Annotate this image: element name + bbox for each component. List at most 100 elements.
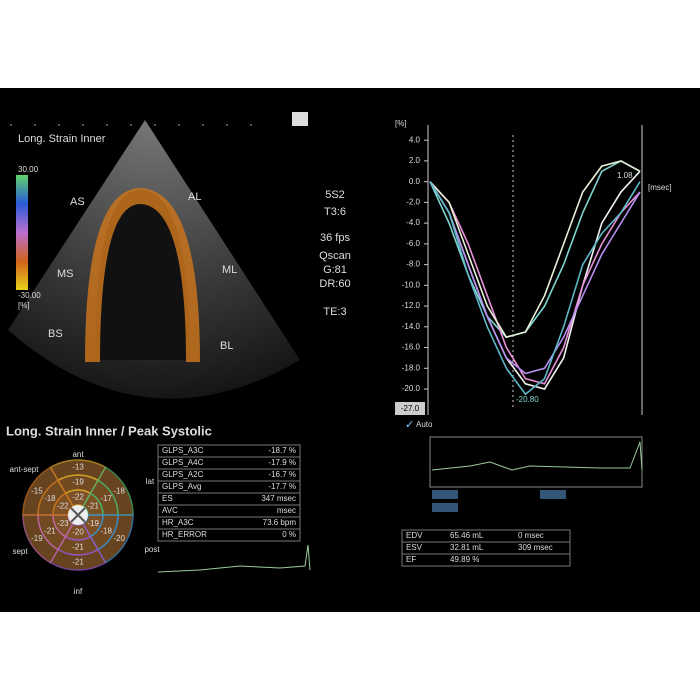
bullseye-title: Long. Strain Inner / Peak Systolic <box>6 423 212 438</box>
color-bar <box>16 175 28 290</box>
wall-label: post <box>144 545 160 554</box>
segment-value: -18 <box>113 486 125 495</box>
y-tick-label: -12.0 <box>402 301 421 310</box>
color-bar-unit: [%] <box>18 301 30 310</box>
segment-value: -21 <box>44 526 56 535</box>
y-tick-label: -10.0 <box>402 280 421 289</box>
setting-label: Qscan <box>319 250 351 262</box>
segment-label: BL <box>220 340 233 352</box>
segment-value: -15 <box>31 486 43 495</box>
t-button[interactable] <box>292 112 308 126</box>
y-tick-label: -4.0 <box>406 218 420 227</box>
setting-label: 36 fps <box>320 232 350 244</box>
wall-label: sept <box>12 547 28 556</box>
table-cell: 65.46 mL <box>450 531 484 540</box>
ecg-trace <box>431 441 643 471</box>
table-cell: GLPS_Avg <box>162 482 201 491</box>
segment-value: -22 <box>72 493 84 502</box>
wall-label: ant <box>72 450 84 459</box>
segment-value: -13 <box>72 463 84 472</box>
segment-label: ML <box>222 264 237 276</box>
ymin-label: -27.0 <box>401 404 420 413</box>
setting-label: TE:3 <box>323 306 346 318</box>
segment-label: BS <box>48 328 63 340</box>
auto-check[interactable]: ✓ <box>405 419 414 431</box>
strain-curve <box>429 160 641 339</box>
image-title: Long. Strain Inner <box>18 133 106 145</box>
segment-value: -19 <box>31 534 43 543</box>
setting-label: T3:6 <box>324 206 346 218</box>
table-cell: -17.7 % <box>268 482 296 491</box>
color-bar-min: -30.00 <box>18 291 41 300</box>
segment-label: MS <box>57 268 74 280</box>
min-annotation: -20.80 <box>516 395 539 404</box>
segment-value: -20 <box>113 534 125 543</box>
segment-value: -18 <box>100 526 112 535</box>
segment-label: AL <box>188 191 201 203</box>
table-cell: GLPS_A2C <box>162 470 204 479</box>
table-row <box>401 553 571 567</box>
table-cell: HR_A3C <box>162 518 194 527</box>
y-tick-label: -8.0 <box>406 260 420 269</box>
color-bar-max: 30.00 <box>18 165 39 174</box>
y-tick-label: -2.0 <box>406 198 420 207</box>
y-tick-label: 2.0 <box>409 156 421 165</box>
wall-label: ant-sept <box>10 465 40 474</box>
table-cell: -16.7 % <box>268 470 296 479</box>
segment-value: -23 <box>57 519 69 528</box>
segment-value: -19 <box>87 519 99 528</box>
ymin-box[interactable] <box>395 402 425 415</box>
segment-value: -17 <box>100 494 112 503</box>
segment-label: AS <box>70 196 85 208</box>
ecg-trace <box>157 544 311 573</box>
segment-value: -22 <box>57 501 69 510</box>
auto-label: Auto <box>416 420 433 429</box>
table-cell: msec <box>277 506 296 515</box>
table-row <box>157 528 301 542</box>
y-tick-label: 4.0 <box>409 135 421 144</box>
wall-label: inf <box>74 587 83 596</box>
strain-curve <box>429 181 641 396</box>
setting-label: G:81 <box>323 264 347 276</box>
table-cell: HR_ERROR <box>162 530 207 539</box>
y-tick-label: 0.0 <box>409 177 421 186</box>
marker-button[interactable] <box>432 490 458 499</box>
table-cell: 32.81 mL <box>450 543 484 552</box>
table-cell: 347 msec <box>261 494 296 503</box>
marker-button[interactable] <box>432 503 458 512</box>
apex-cross <box>70 507 86 523</box>
table-cell: -17.9 % <box>268 458 296 467</box>
table-cell: GLPS_A4C <box>162 458 204 467</box>
y-tick-label: -16.0 <box>402 343 421 352</box>
table-cell: EDV <box>406 531 423 540</box>
table-cell: EF <box>406 555 416 564</box>
table-cell: GLPS_A3C <box>162 446 204 455</box>
y-tick-label: -20.0 <box>402 384 421 393</box>
strain-band <box>85 188 200 362</box>
segment-value: -18 <box>44 494 56 503</box>
y-tick-label: -6.0 <box>406 239 420 248</box>
table-cell: AVC <box>162 506 178 515</box>
setting-label: 5S2 <box>325 189 345 201</box>
x-axis-unit: [msec] <box>648 183 672 192</box>
peak-annotation: 1.08 <box>617 171 633 180</box>
table-cell: ESV <box>406 543 423 552</box>
table-cell: ES <box>162 494 173 503</box>
table-cell: 309 msec <box>518 543 553 552</box>
y-axis-unit: [%] <box>395 119 407 128</box>
y-tick-label: -18.0 <box>402 363 421 372</box>
strain-curve <box>429 181 641 385</box>
segment-value: -20 <box>72 528 84 537</box>
segment-value: -21 <box>87 501 99 510</box>
ventricle <box>95 190 190 360</box>
table-cell: 0 msec <box>518 531 544 540</box>
table-cell: 0 % <box>282 530 296 539</box>
segment-value: -19 <box>72 478 84 487</box>
strain-curve <box>429 181 641 375</box>
segment-value: -21 <box>72 543 84 552</box>
marker-button[interactable] <box>540 490 566 499</box>
table-cell: 73.6 bpm <box>263 518 297 527</box>
y-tick-label: -14.0 <box>402 322 421 331</box>
wall-label: lat <box>146 477 155 486</box>
